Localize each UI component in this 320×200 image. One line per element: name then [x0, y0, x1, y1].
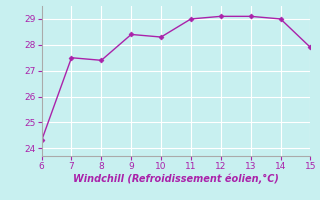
X-axis label: Windchill (Refroidissement éolien,°C): Windchill (Refroidissement éolien,°C) [73, 173, 279, 184]
